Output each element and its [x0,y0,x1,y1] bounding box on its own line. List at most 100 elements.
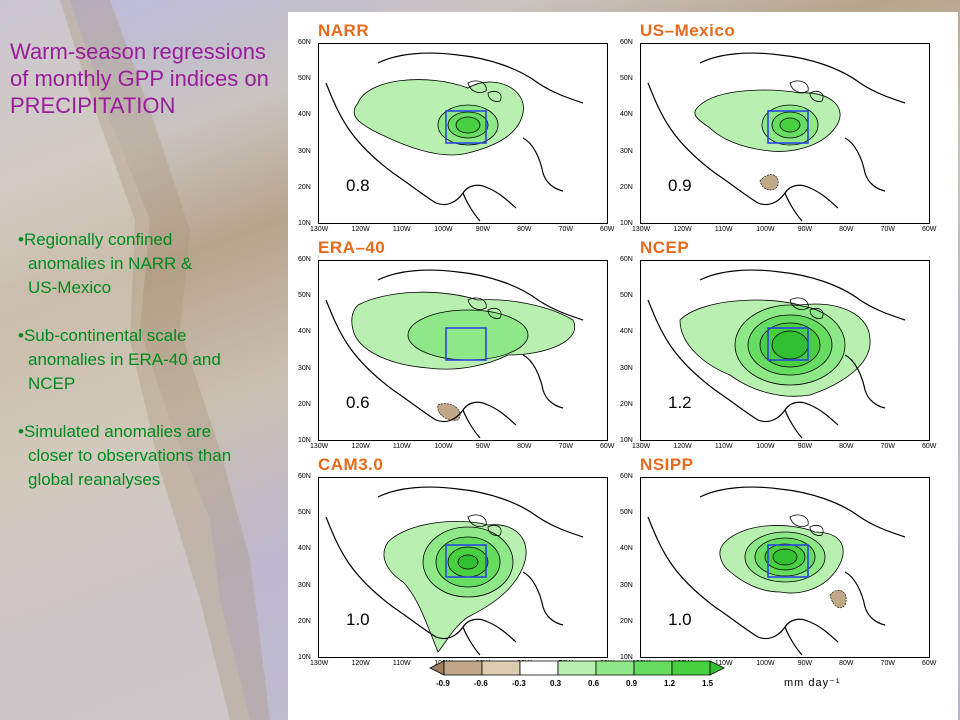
latitude-tick-label: 30N [298,581,311,589]
longitude-tick-label: 110W [392,443,411,450]
colorbar-segment [671,660,711,676]
gpp-index-box [445,327,487,361]
latitude-tick-label: 20N [298,617,311,625]
colorbar-segment [557,660,597,676]
latitude-tick-label: 10N [620,437,633,444]
colorbar-segment [519,660,559,676]
longitude-tick-label: 70W [880,226,895,233]
latitude-tick-label: 30N [620,581,633,589]
colorbar-end-arrow [709,660,725,676]
regression-map-figure: NARR 0.8 60N 50N 40N 30N 20N 10N 130W 120W 110W 100… [288,12,958,720]
latitude-tick-label: 10N [298,437,311,444]
map-plot [640,477,930,658]
latitude-tick-label: 10N [298,220,311,227]
longitude-tick-label: 110W [392,660,411,667]
bullet-line: anomalies in NARR & [28,254,193,273]
bullet-line: closer to observations than [28,446,232,465]
longitude-tick-label: 100W [756,660,775,667]
regression-coefficient: 0.8 [346,176,370,195]
map-panel: NCEP 1.2 60N 50N 40N 30N 20N 10N 130W 120W 110W 100… [620,238,960,463]
bullet-list: •Regionally confined anomalies in NARR &… [18,228,318,516]
bullet-item: •Simulated anomalies are closer to obser… [18,420,318,492]
anomaly-contour [771,330,809,360]
colorbar-level-label: -0.9 [436,679,450,688]
bullet-line: global reanalyses [28,470,161,489]
latitude-tick-label: 30N [620,147,633,155]
gpp-index-box [445,544,487,578]
latitude-tick-label: 30N [620,364,633,372]
latitude-tick-label: 50N [620,292,633,300]
colorbar [429,660,725,676]
bullet-line: US-Mexico [28,278,112,297]
panel-title: ERA–40 [318,238,386,257]
great-lakes [789,297,824,319]
map-frame [640,477,930,658]
map-plot [318,260,608,441]
latitude-tick-label: 20N [298,400,311,408]
latitude-tick-label: 50N [620,75,633,83]
great-lakes [467,297,502,319]
longitude-tick-label: 90W [475,443,491,450]
latitude-tick-label: 50N [620,509,633,517]
latitude-tick-label: 40N [620,545,633,553]
longitude-tick-label: 60W [600,226,615,233]
anomaly-contour [779,117,801,133]
colorbar-segment [633,660,673,676]
map-panel: CAM3.01.060N50N40N30N20N10N130W120W110W1… [298,455,648,680]
title-line: of monthly GPP indices on [10,66,269,91]
longitude-tick-label: 60W [922,226,937,233]
regression-coefficient: 0.6 [346,393,370,412]
gpp-index-box [767,110,809,144]
panel-title: CAM3.0 [318,455,384,474]
latitude-tick-label: 10N [620,654,633,661]
map-frame [640,260,930,441]
colorbar-unit: mm day⁻¹ [784,677,841,689]
map-panel: ERA–40 0.6 60N 50N 40N 30N 20N 10N 130W 120W 110W 1… [298,238,648,463]
longitude-tick-label: 70W [558,443,573,450]
latitude-tick-label: 60N [620,473,633,480]
longitude-tick-label: 130W [632,443,651,450]
anomaly-contour [407,309,529,361]
negative-anomaly-region [759,174,779,191]
latitude-tick-label: 50N [298,292,311,300]
longitude-tick-label: 80W [839,443,854,450]
latitude-tick-label: 60N [620,39,633,46]
colorbar-level-label: 0.6 [588,679,600,688]
bullet-line: NCEP [28,374,76,393]
latitude-tick-label: 60N [298,473,311,480]
colorbar-segment [481,660,521,676]
coastline [325,269,584,439]
coastline [325,52,584,222]
panel-title: NSIPP [640,455,694,474]
great-lakes [467,80,502,102]
bullet-item: •Sub-continental scale anomalies in ERA-… [18,324,318,396]
longitude-tick-label: 100W [756,226,775,233]
colorbar-segment [595,660,635,676]
regression-coefficient: 1.0 [346,610,370,629]
longitude-tick-label: 90W [797,443,813,450]
negative-anomaly-region [437,403,461,421]
longitude-tick-label: 120W [673,226,692,233]
coastline [647,486,906,656]
map-panel: NARR 0.8 60N 50N 40N 30N 20N 10N 130W 120W 110W 100… [298,21,648,246]
latitude-tick-label: 40N [298,545,311,553]
latitude-tick-label: 50N [298,509,311,517]
panel-title: NARR [318,21,370,40]
anomaly-contour [455,116,481,134]
longitude-tick-label: 100W [434,443,453,450]
gpp-index-box [767,544,809,578]
colorbar-level-label: 1.2 [664,679,676,688]
longitude-tick-label: 60W [922,660,937,667]
latitude-tick-label: 20N [620,183,633,191]
coastline [325,486,584,656]
panel-title: US–Mexico [640,21,736,40]
great-lakes [789,514,824,536]
latitude-tick-label: 30N [298,147,311,155]
latitude-tick-label: 60N [620,256,633,263]
title-line: PRECIPITATION [10,93,176,118]
regression-coefficient: 1.2 [668,393,692,412]
latitude-tick-label: 30N [298,364,311,372]
map-plot [640,43,930,224]
regression-coefficient: 0.9 [668,176,692,195]
